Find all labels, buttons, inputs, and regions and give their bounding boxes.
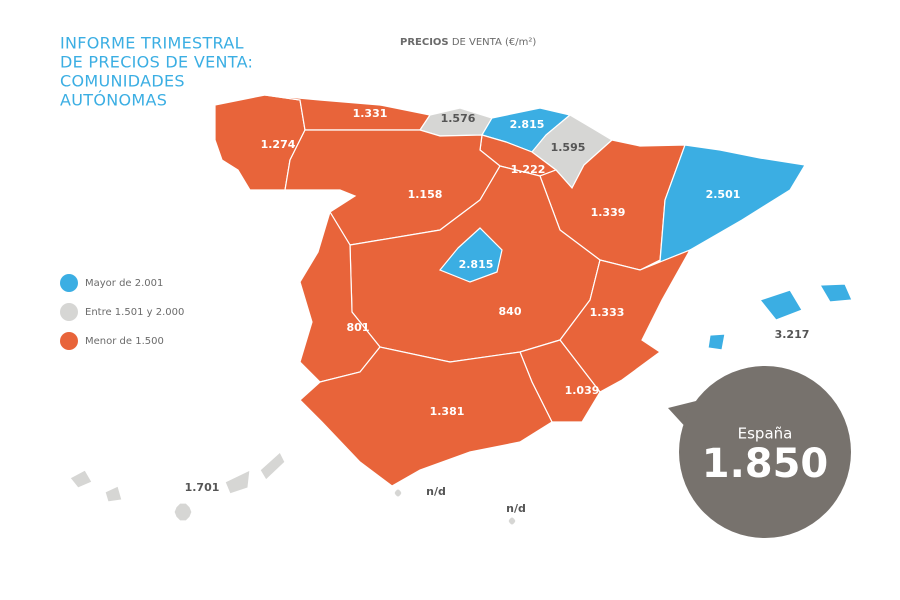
- legend: Mayor de 2.001 Entre 1.501 y 2.000 Menor d…: [60, 274, 184, 350]
- subtitle-bold: PRECIOS: [400, 37, 449, 48]
- legend-swatch: [60, 274, 78, 292]
- region-label: 2.815: [459, 258, 494, 271]
- region-label: 1.339: [591, 206, 626, 219]
- region-label: 2.501: [706, 188, 741, 201]
- badge-value: 1.850: [702, 441, 829, 487]
- region-shape: [259, 451, 286, 481]
- region-label: n/d: [506, 502, 526, 515]
- region-label: 1.576: [441, 112, 476, 125]
- region-label: 3.217: [775, 328, 810, 341]
- badge-circle: [679, 366, 851, 538]
- region-label: 1.595: [551, 141, 586, 154]
- region-label: 1.381: [430, 405, 465, 418]
- legend-swatch: [60, 303, 78, 321]
- legend-label: Entre 1.501 y 2.000: [85, 307, 184, 318]
- region-shape: [559, 248, 692, 393]
- region-label: 801: [347, 321, 370, 334]
- region-label: 840: [499, 305, 522, 318]
- region-shape: [507, 516, 517, 526]
- region-shape: [299, 346, 553, 487]
- region-shape: [659, 144, 806, 263]
- legend-label: Menor de 1.500: [85, 336, 164, 347]
- region-shape: [224, 468, 251, 495]
- region-label: 1.274: [261, 138, 296, 151]
- title-line: INFORME TRIMESTRAL: [60, 34, 244, 53]
- region-label: 1.333: [590, 306, 625, 319]
- region-label: 1.039: [565, 384, 600, 397]
- subtitle-rest: DE VENTA (€/m²): [452, 37, 537, 48]
- region-shape: [439, 227, 503, 283]
- region-shape: [69, 469, 93, 489]
- region-shape: [818, 283, 853, 303]
- legend-swatch: [60, 332, 78, 350]
- region-shape: [393, 488, 403, 498]
- region-label: 1.701: [185, 481, 220, 494]
- title-line: AUTÓNOMAS: [60, 91, 167, 110]
- region-shape: [173, 502, 193, 522]
- map-regions: 1.274 1.331 1.576 2.815 1.595 1.222 1.158 1.339…: [69, 94, 853, 526]
- badge-label: España: [738, 425, 793, 443]
- region-label: 1.222: [511, 163, 546, 176]
- title-line: COMUNIDADES: [60, 72, 185, 91]
- subtitle: PRECIOS DE VENTA (€/m²): [400, 37, 536, 48]
- region-shape: [707, 333, 726, 351]
- national-badge: España 1.850: [668, 366, 851, 538]
- region-label: 1.158: [408, 188, 443, 201]
- region-label: n/d: [426, 485, 446, 498]
- region-label: 2.815: [510, 118, 545, 131]
- region-shape: [104, 485, 123, 503]
- title: INFORME TRIMESTRAL DE PRECIOS DE VENTA: …: [60, 34, 253, 110]
- legend-label: Mayor de 2.001: [85, 278, 163, 289]
- region-label: 1.331: [353, 107, 388, 120]
- region-shape: [758, 289, 803, 321]
- title-line: DE PRECIOS DE VENTA:: [60, 53, 253, 72]
